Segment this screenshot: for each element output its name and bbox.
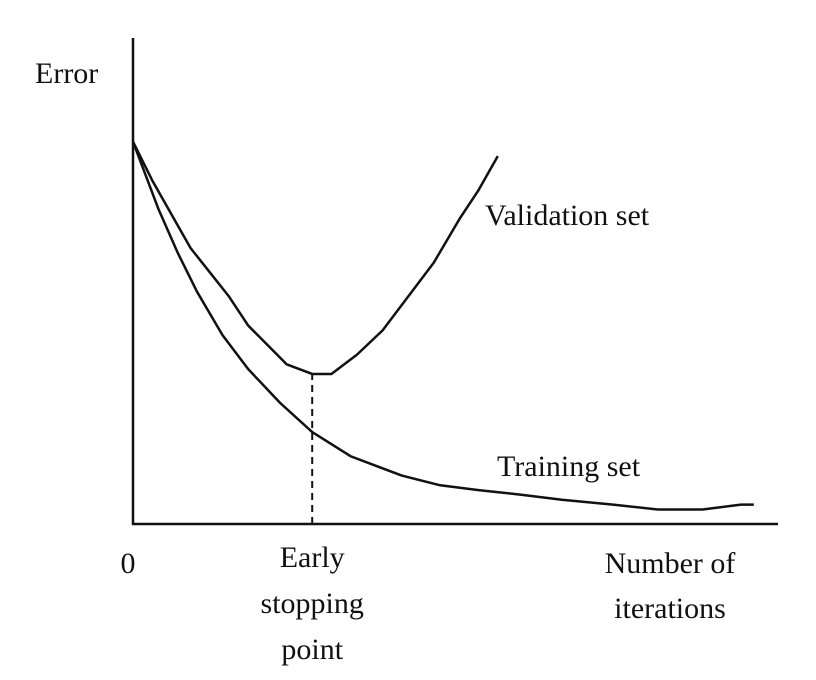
series-label: Validation set (485, 199, 650, 232)
series-line (131, 141, 754, 511)
x-axis-label: Number of (605, 547, 736, 580)
early-stopping-label: point (281, 633, 343, 666)
early-stopping-label: stopping (261, 587, 364, 620)
y-axis-label: Error (35, 57, 98, 90)
x-tick-label: 0 (121, 547, 136, 580)
series-line (131, 141, 499, 376)
x-axis-label: iterations (614, 592, 726, 625)
early-stopping-label: Early (280, 541, 345, 574)
series-label: Training set (497, 450, 641, 483)
